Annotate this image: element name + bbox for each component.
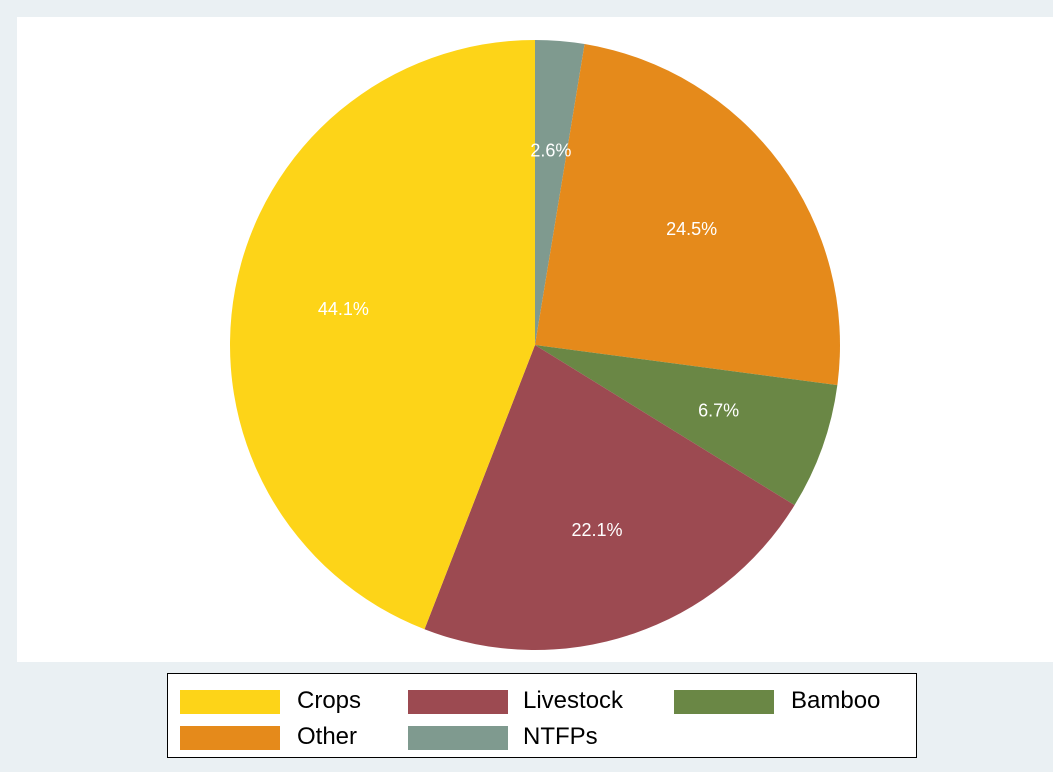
- legend-label-crops: Crops: [297, 687, 362, 714]
- slice-label-livestock: 22.1%: [571, 520, 622, 540]
- pie-slice-other: [535, 44, 840, 386]
- legend: Crops Livestock Bamboo Other NTFPs: [167, 673, 917, 758]
- legend-label-other: Other: [297, 723, 358, 750]
- legend-label-livestock: Livestock: [523, 687, 624, 714]
- legend-label-bamboo: Bamboo: [791, 687, 881, 714]
- legend-swatch-crops: [180, 690, 280, 714]
- legend-label-ntfps: NTFPs: [523, 723, 598, 750]
- pie-slice-livestock: [424, 345, 795, 650]
- pie-slice-ntfps: [535, 40, 585, 345]
- slice-label-ntfps: 2.6%: [530, 141, 571, 161]
- legend-swatch-other: [180, 726, 280, 750]
- legend-swatch-bamboo: [674, 690, 774, 714]
- legend-swatch-ntfps: [408, 726, 508, 750]
- pie-slice-crops: [230, 40, 535, 630]
- pie-slice-bamboo: [535, 345, 838, 506]
- slice-label-other: 24.5%: [666, 219, 717, 239]
- legend-swatch-livestock: [408, 690, 508, 714]
- slice-label-bamboo: 6.7%: [698, 400, 739, 420]
- slice-label-crops: 44.1%: [318, 299, 369, 319]
